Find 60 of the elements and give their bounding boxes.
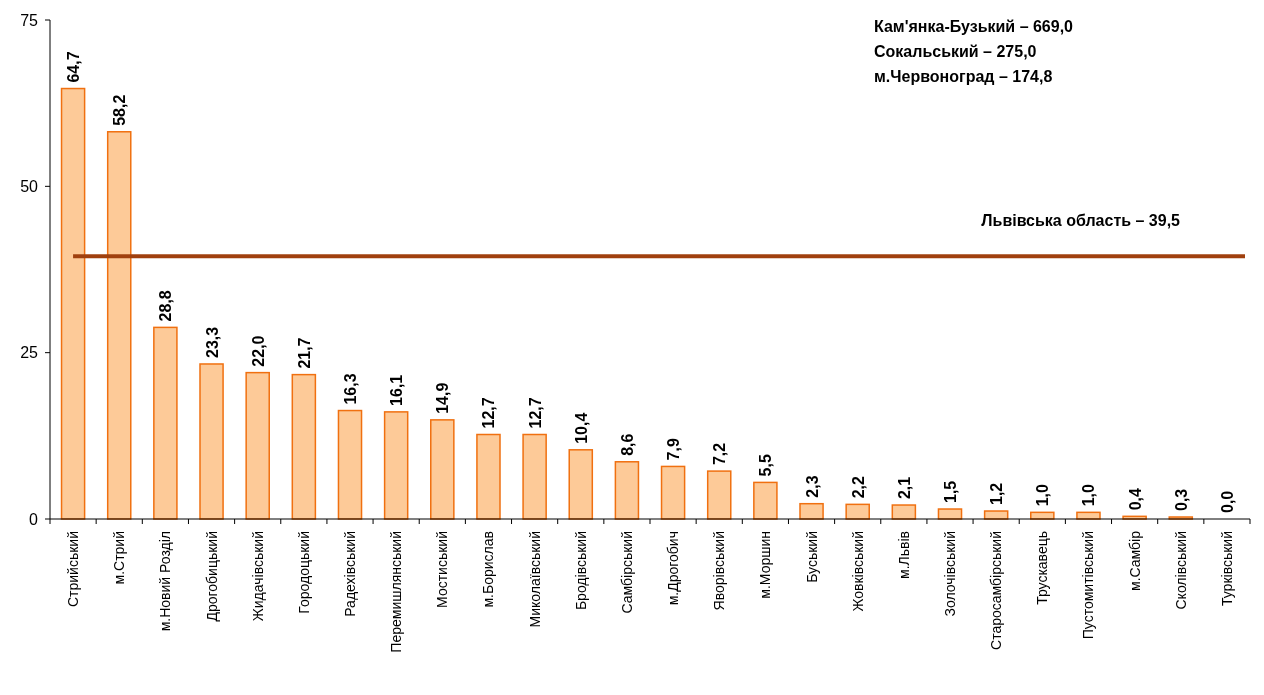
data-label: 7,2 bbox=[711, 442, 729, 466]
data-label: 10,4 bbox=[572, 412, 590, 444]
ref-line-label: Львівська область – 39,5 bbox=[981, 212, 1181, 230]
data-label: 14,9 bbox=[434, 382, 452, 414]
x-tick-label: Жидачівський bbox=[249, 531, 266, 622]
x-tick-label: Бродівський bbox=[572, 531, 589, 611]
x-tick-label: Яворівський bbox=[711, 531, 728, 611]
y-tick-label: 0 bbox=[29, 510, 39, 528]
x-tick-label: Городоцький bbox=[295, 531, 312, 614]
y-tick-label: 75 bbox=[20, 11, 39, 29]
data-label: 1,0 bbox=[1034, 484, 1052, 507]
x-tick-label: м.Львів bbox=[895, 531, 912, 579]
x-tick-label: Пустомитівський bbox=[1080, 531, 1097, 640]
data-label: 12,7 bbox=[526, 397, 544, 429]
x-tick-label: Сколівський bbox=[1172, 531, 1189, 610]
data-label: 16,3 bbox=[342, 373, 359, 405]
x-tick-label: м.Самбір bbox=[1126, 530, 1143, 591]
x-tick-label: Стрийський bbox=[65, 531, 82, 608]
x-tick-label: Жовківський bbox=[849, 531, 866, 612]
data-label: 58,2 bbox=[111, 94, 129, 126]
data-label: 16,1 bbox=[388, 374, 406, 406]
data-label: 1,5 bbox=[942, 480, 959, 504]
data-label: 12,7 bbox=[480, 397, 498, 429]
x-tick-label: Буський bbox=[803, 531, 820, 583]
x-tick-label: Миколаївський bbox=[526, 531, 543, 628]
data-label: 2,3 bbox=[803, 475, 821, 498]
x-tick-label: м.Новий Розділ bbox=[157, 531, 174, 632]
annotation: Сокальський – 275,0 bbox=[874, 43, 1037, 60]
x-tick-label: Золочівський bbox=[942, 531, 958, 617]
x-tick-label: м.Борислав bbox=[480, 531, 497, 608]
x-tick-label: Старосамбірський bbox=[988, 531, 1005, 650]
x-tick-label: Мостиський bbox=[434, 531, 451, 608]
x-tick-label: Турківський bbox=[1218, 531, 1235, 606]
data-label: 0,4 bbox=[1126, 487, 1144, 511]
data-label: 7,9 bbox=[665, 438, 683, 461]
x-tick-label: Радехівський bbox=[342, 531, 358, 617]
x-tick-label: м.Моршин bbox=[757, 531, 774, 599]
annotation: м.Червоноград – 174,8 bbox=[874, 68, 1053, 85]
y-tick-label: 50 bbox=[20, 177, 39, 195]
x-tick-label: м.Стрий bbox=[111, 531, 128, 585]
data-label: 28,8 bbox=[157, 290, 175, 322]
data-label: 64,7 bbox=[65, 51, 83, 83]
data-label: 1,2 bbox=[988, 482, 1006, 506]
data-label: 1,0 bbox=[1080, 484, 1098, 507]
data-label: 22,0 bbox=[249, 335, 267, 367]
data-label: 2,2 bbox=[849, 476, 867, 499]
annotation: Кам'янка-Бузький – 669,0 bbox=[874, 18, 1074, 35]
data-label: 8,6 bbox=[618, 433, 636, 456]
x-tick-label: м.Дрогобич bbox=[665, 531, 682, 606]
x-tick-label: Перемишлянський bbox=[388, 531, 405, 653]
data-label: 5,5 bbox=[757, 454, 775, 477]
data-label: 23,3 bbox=[203, 326, 221, 358]
data-label: 2,1 bbox=[895, 476, 913, 500]
x-tick-label: Самбірський bbox=[618, 531, 635, 614]
data-label: 0,3 bbox=[1172, 488, 1190, 511]
data-label: 0,0 bbox=[1218, 490, 1236, 513]
y-tick-label: 25 bbox=[20, 344, 39, 362]
x-tick-label: Трускавець bbox=[1034, 531, 1051, 605]
x-tick-label: Дрогобицький bbox=[203, 531, 220, 622]
data-label: 21,7 bbox=[295, 337, 313, 369]
